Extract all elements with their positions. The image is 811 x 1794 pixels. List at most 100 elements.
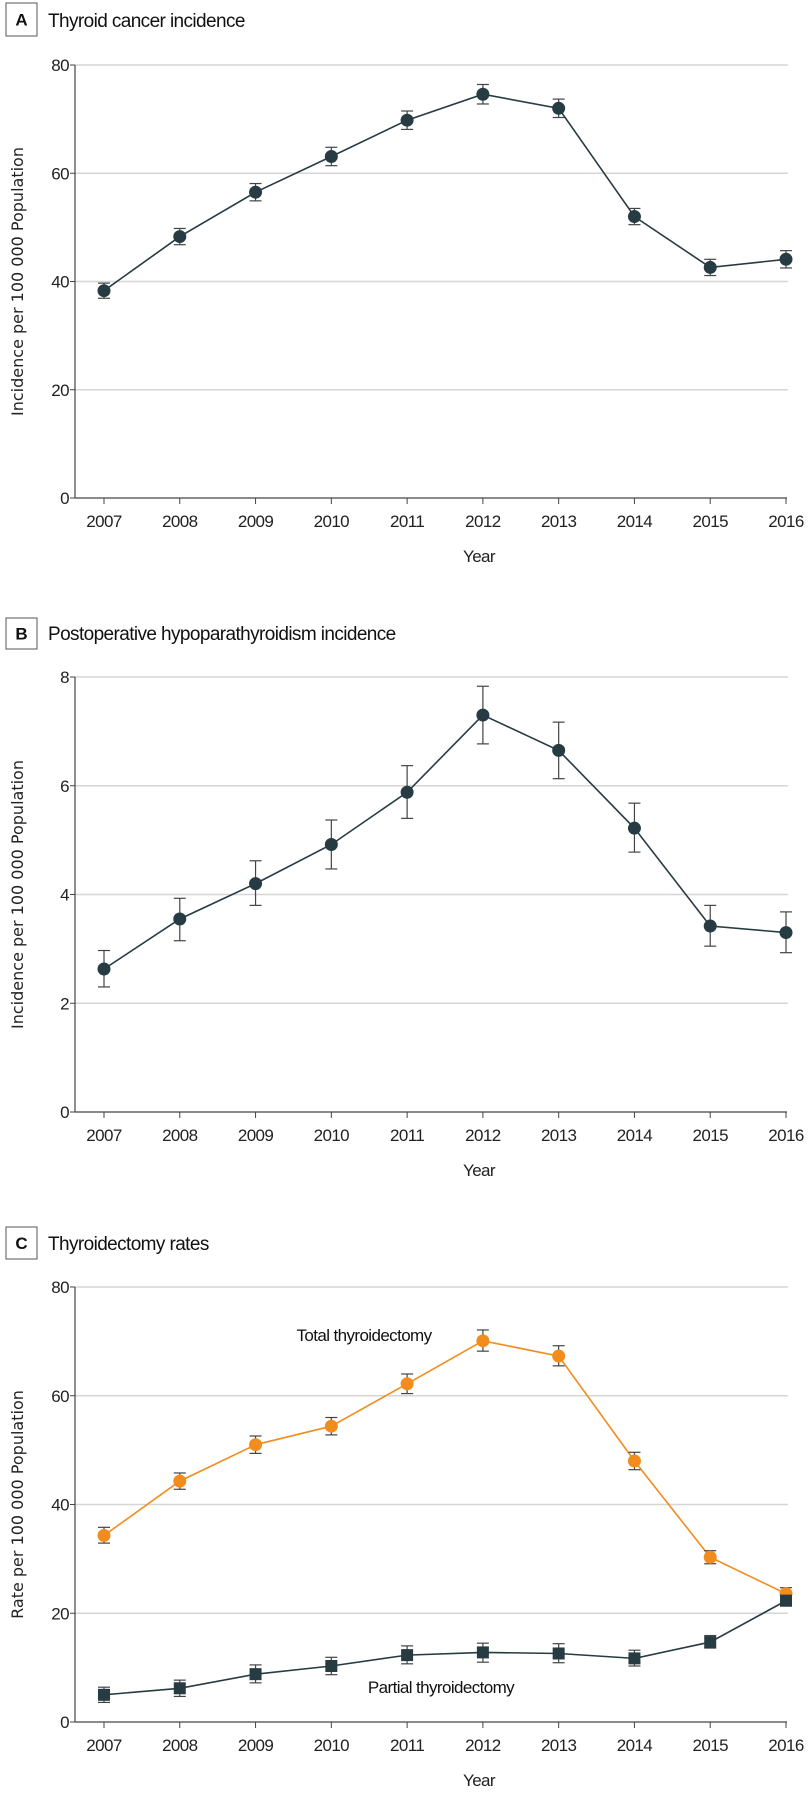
y-tick-label: 0 <box>60 489 69 508</box>
data-point <box>476 87 490 101</box>
data-point <box>400 785 414 799</box>
x-tick-label: 2016 <box>768 1126 804 1145</box>
x-tick-label: 2007 <box>86 1736 122 1755</box>
x-tick-label: 2010 <box>314 1736 350 1755</box>
x-tick-label: 2010 <box>314 512 350 531</box>
x-tick-label: 2013 <box>541 1736 577 1755</box>
y-tick-label: 20 <box>51 381 69 400</box>
panel-letter: A <box>15 11 27 30</box>
chart-title: Thyroidectomy rates <box>48 1234 209 1255</box>
data-point <box>552 101 566 115</box>
data-point <box>400 113 414 127</box>
x-axis-label: Year <box>463 1771 496 1790</box>
data-point <box>324 837 338 851</box>
panel-a: A Thyroid cancer incidence 0 20 40 60 80 2007 20… <box>5 2 804 566</box>
chart-title: Postoperative hypoparathyroidism inciden… <box>48 624 396 645</box>
x-tick-label: 2014 <box>617 512 653 531</box>
data-point <box>780 1594 792 1607</box>
data-point <box>249 185 263 199</box>
series-total-thyroidectomy <box>97 1329 793 1601</box>
data-point <box>401 1649 414 1662</box>
x-tick-label: 2013 <box>541 512 577 531</box>
data-point <box>97 284 111 298</box>
y-tick-label: 80 <box>51 56 69 75</box>
data-point <box>703 919 717 933</box>
y-tick-label: 60 <box>51 1387 69 1406</box>
x-tick-label: 2009 <box>238 512 274 531</box>
series-annotation: Partial thyroidectomy <box>368 1678 515 1697</box>
x-tick-label: 2007 <box>86 512 122 531</box>
x-tick-label: 2011 <box>390 512 424 531</box>
chart-title: Thyroid cancer incidence <box>48 11 245 32</box>
y-tick-label: 20 <box>51 1604 69 1623</box>
data-point <box>97 1528 111 1542</box>
x-tick-label: 2016 <box>768 1736 804 1755</box>
x-tick-label: 2015 <box>693 1126 729 1145</box>
data-point <box>476 708 490 722</box>
data-point <box>173 230 187 244</box>
x-axis-label: Year <box>463 547 496 566</box>
panel-letter: B <box>15 625 27 644</box>
data-point <box>627 210 641 224</box>
data-point <box>324 1419 338 1433</box>
panel-label-box <box>5 1226 38 1260</box>
x-tick-label: 2011 <box>390 1736 424 1755</box>
panel-c: C Thyroidectomy rates 0 20 40 60 80 2007 2008 200… <box>5 1226 804 1790</box>
y-axis-label: Incidence per 100 000 Population <box>8 760 27 1029</box>
x-tick-label: 2016 <box>768 512 804 531</box>
data-point <box>476 1334 490 1348</box>
series-line <box>103 1339 787 1595</box>
x-tick-label: 2015 <box>693 512 729 531</box>
x-tick-label: 2007 <box>86 1126 122 1145</box>
data-point <box>703 1550 717 1564</box>
series-postoperative-hypoparathyroidism-incidence <box>97 685 793 988</box>
data-point <box>400 1377 414 1391</box>
x-tick-label: 2015 <box>693 1736 729 1755</box>
y-axis-label: Incidence per 100 000 Population <box>8 147 27 416</box>
panel-letter: C <box>15 1234 27 1253</box>
data-point <box>173 912 187 926</box>
y-tick-label: 4 <box>60 886 69 905</box>
y-tick-label: 80 <box>51 1278 69 1297</box>
series-thyroid-cancer-incidence <box>97 83 793 299</box>
data-point <box>628 1652 641 1665</box>
x-tick-label: 2012 <box>465 1126 501 1145</box>
data-point <box>249 877 263 891</box>
y-tick-label: 0 <box>60 1103 69 1122</box>
data-point <box>779 926 793 940</box>
panel-label-box <box>5 617 38 650</box>
series-line <box>103 1600 787 1696</box>
x-tick-label: 2013 <box>541 1126 577 1145</box>
data-point <box>324 149 338 163</box>
y-tick-label: 60 <box>51 164 69 183</box>
data-point <box>552 743 566 757</box>
x-tick-label: 2012 <box>465 512 501 531</box>
data-point <box>249 1438 263 1452</box>
y-tick-label: 40 <box>51 273 69 292</box>
y-tick-label: 2 <box>60 994 69 1013</box>
data-point <box>476 1646 489 1659</box>
y-tick-label: 40 <box>51 1496 69 1515</box>
data-point <box>552 1647 565 1660</box>
data-point <box>98 1688 110 1701</box>
x-tick-label: 2012 <box>465 1736 501 1755</box>
series-annotation: Total thyroidectomy <box>296 1326 432 1345</box>
x-tick-label: 2010 <box>314 1126 350 1145</box>
data-point <box>552 1349 566 1363</box>
y-tick-label: 6 <box>60 777 69 796</box>
x-axis-label: Year <box>463 1161 496 1180</box>
data-point <box>173 1682 186 1695</box>
x-tick-label: 2009 <box>238 1126 274 1145</box>
x-tick-label: 2008 <box>162 1736 198 1755</box>
data-point <box>703 260 717 274</box>
panel-label-box <box>5 2 38 37</box>
data-point <box>249 1668 262 1681</box>
x-tick-label: 2014 <box>617 1736 653 1755</box>
panel-b: B Postoperative hypoparathyroidism incide… <box>5 617 804 1180</box>
y-tick-label: 0 <box>60 1713 69 1732</box>
data-point <box>704 1636 717 1649</box>
x-tick-label: 2009 <box>238 1736 274 1755</box>
data-point <box>779 252 793 266</box>
data-point <box>97 962 111 976</box>
